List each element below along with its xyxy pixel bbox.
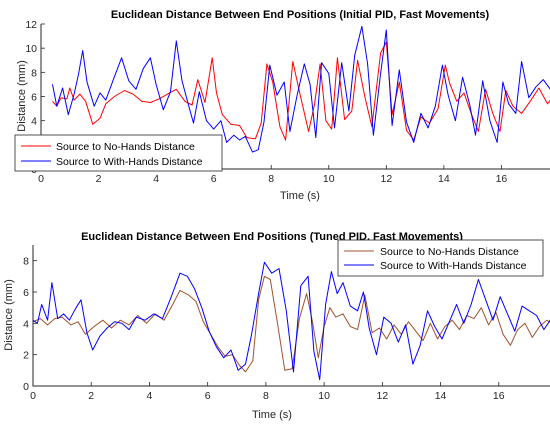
legend-label-with-hands: Source to With-Hands Distance: [56, 156, 203, 168]
y-tick-label: 8: [31, 67, 37, 79]
y-tick-label: 6: [31, 92, 37, 104]
x-tick-label: 16: [496, 173, 508, 185]
y-axis-label: Distance (mm): [16, 60, 28, 132]
x-tick-label: 14: [438, 173, 450, 185]
x-tick-label: 4: [147, 390, 153, 402]
x-tick-label: 2: [88, 390, 94, 402]
y-axis-label: Distance (mm): [3, 279, 15, 351]
y-tick-label: 4: [23, 318, 29, 330]
x-tick-label: 12: [380, 173, 392, 185]
chart-tuned-pid: Euclidean Distance Between End Positions…: [3, 231, 550, 421]
axis-ticks: 02468101214161802468: [23, 256, 505, 402]
x-tick-label: 6: [211, 173, 217, 185]
x-tick-label: 2: [96, 173, 102, 185]
y-tick-label: 6: [23, 287, 29, 299]
legend-box: [337, 239, 544, 277]
series-line-no-hands: [52, 41, 550, 141]
series-line-with-hands: [32, 261, 550, 381]
x-tick-label: 6: [205, 390, 211, 402]
x-axis-label: Time (s): [252, 409, 292, 421]
y-tick-label: 10: [25, 43, 37, 55]
chart-title: Euclidean Distance Between End Positions…: [111, 9, 490, 21]
x-tick-label: 0: [38, 173, 44, 185]
axis-ticks: 024681012141618024681012: [25, 19, 508, 185]
chart-initial-pid: Euclidean Distance Between End Positions…: [14, 9, 550, 202]
legend-label-with-hands: Source to With-Hands Distance: [380, 260, 527, 272]
y-tick-label: 2: [23, 350, 29, 362]
y-tick-label: 0: [23, 381, 29, 393]
x-tick-label: 14: [435, 390, 447, 402]
x-tick-label: 4: [153, 173, 159, 185]
x-tick-label: 8: [263, 390, 269, 402]
legend-label-no-hands: Source to No-Hands Distance: [56, 141, 195, 153]
x-tick-label: 10: [318, 390, 330, 402]
legend-box: [14, 134, 223, 172]
series-line-no-hands: [32, 275, 550, 373]
legend: Source to No-Hands Distance Source to Wi…: [337, 239, 544, 277]
series-layer: [32, 261, 550, 381]
y-tick-label: 8: [23, 256, 29, 268]
legend: Source to No-Hands Distance Source to Wi…: [14, 134, 223, 172]
x-tick-label: 12: [376, 390, 388, 402]
x-tick-label: 0: [30, 390, 36, 402]
x-axis-label: Time (s): [280, 190, 320, 202]
series-line-with-hands: [52, 25, 550, 153]
legend-label-no-hands: Source to No-Hands Distance: [380, 246, 519, 258]
x-tick-label: 10: [323, 173, 335, 185]
y-tick-label: 12: [25, 19, 37, 31]
x-tick-label: 8: [268, 173, 274, 185]
x-tick-label: 16: [493, 390, 505, 402]
series-layer: [52, 25, 550, 153]
y-tick-label: 4: [31, 116, 37, 128]
